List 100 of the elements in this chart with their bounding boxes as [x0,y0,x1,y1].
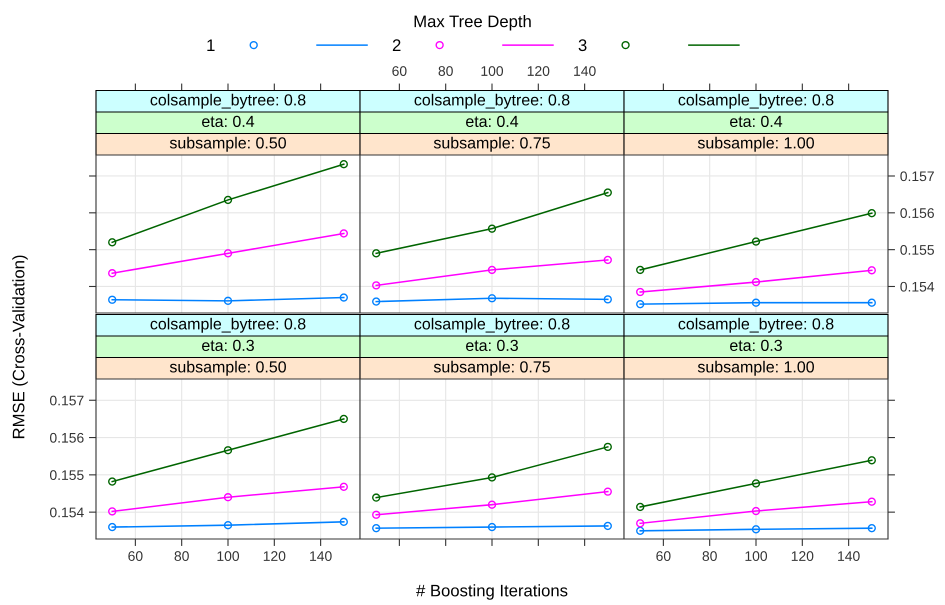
point [604,487,612,496]
point [108,522,116,532]
point [636,300,644,308]
x-tick-label: 60 [392,66,407,76]
point [372,510,380,519]
x-tick-label: 100 [481,66,504,76]
point [604,256,612,264]
x-tick-label: 140 [310,551,332,562]
point [752,525,760,534]
x-tick-label: 120 [792,551,814,562]
text: subsample: 0.50 [170,360,286,376]
x-tick-label: 120 [264,551,286,562]
point [224,446,232,454]
x-axis-title: # Boosting Iterations [416,584,568,600]
point [224,196,232,204]
point [372,524,380,532]
point [340,160,348,168]
text: subsample: 0.50 [170,136,286,152]
text: eta: 0.4 [466,116,518,128]
point [488,294,496,302]
legend-label: 2 [392,39,400,51]
point [340,414,348,424]
point [340,229,348,238]
point [752,278,760,286]
y-tick-label: 0.155 [900,244,934,255]
point [868,498,876,506]
point [488,473,496,482]
text: colsample_bytree: 0.8 [678,318,834,333]
text: colsample_bytree: 0.8 [678,94,834,109]
point [636,526,644,535]
text: subsample: 1.00 [698,360,814,376]
point [108,269,116,278]
point [224,493,232,502]
point [340,518,348,526]
point [636,519,644,528]
text: colsample_bytree: 0.8 [414,318,570,333]
point [604,188,612,197]
y-tick-label: 0.155 [50,470,84,480]
x-tick-label: 120 [528,66,550,76]
y-tick-label: 0.156 [50,432,84,443]
point [340,482,348,491]
text: subsample: 0.75 [434,136,550,152]
point [752,237,760,246]
point [108,507,116,516]
point [604,522,612,530]
point [604,442,612,452]
point [108,238,116,246]
point [372,493,380,502]
point [372,297,380,306]
point [636,266,644,274]
point [868,209,876,218]
point [868,456,876,464]
text: eta: 0.3 [730,340,782,352]
y-tick-label: 0.154 [900,282,934,292]
point [636,502,644,512]
point [604,295,612,304]
point [868,298,876,307]
y-tick-label: 0.156 [900,208,934,218]
point [636,288,644,296]
x-tick-label: 100 [217,551,240,562]
text: subsample: 0.75 [434,360,550,376]
text: eta: 0.3 [466,340,518,352]
text: eta: 0.4 [730,116,782,128]
x-tick-label: 100 [745,551,768,562]
y-tick-label: 0.157 [50,396,84,406]
x-tick-label: 140 [574,66,596,76]
point [752,506,760,516]
point [224,521,232,530]
text: eta: 0.4 [202,116,254,128]
point [108,477,116,486]
x-tick-label: 80 [702,551,717,562]
legend-label: 3 [578,39,587,52]
y-axis-title: RMSE (Cross-Validation) [12,256,28,438]
point [372,281,380,290]
x-tick-label: 140 [838,551,860,562]
point [372,249,380,258]
y-tick-label: 0.154 [50,507,84,518]
x-tick-label: 80 [438,66,453,76]
point [108,296,116,304]
text: subsample: 1.00 [698,136,814,152]
text: colsample_bytree: 0.8 [150,318,306,333]
point [488,500,496,509]
point [224,296,232,306]
point [752,479,760,488]
point [224,249,232,258]
text: colsample_bytree: 0.8 [414,94,570,109]
point [752,298,760,307]
text: eta: 0.3 [202,340,254,352]
legend-label: 1 [207,39,215,51]
point [488,224,496,233]
point [868,524,876,532]
point [488,522,496,532]
x-tick-label: 60 [656,551,671,562]
point [488,266,496,274]
text: colsample_bytree: 0.8 [150,94,306,109]
point [340,293,348,302]
x-tick-label: 60 [128,551,143,562]
point [868,266,876,274]
y-tick-label: 0.157 [900,171,934,182]
x-tick-label: 80 [174,551,189,562]
